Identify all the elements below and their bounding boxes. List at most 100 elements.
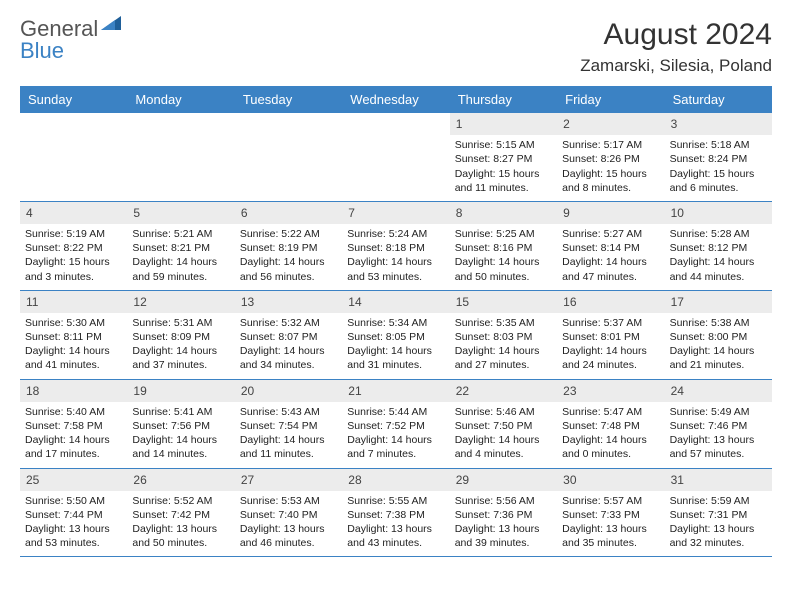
- day-number: 27: [235, 469, 342, 491]
- daylight-text: Daylight: 14 hours and 59 minutes.: [132, 255, 229, 283]
- sunrise-text: Sunrise: 5:37 AM: [562, 316, 659, 330]
- sunset-text: Sunset: 8:26 PM: [562, 152, 659, 166]
- day-cell: 4Sunrise: 5:19 AMSunset: 8:22 PMDaylight…: [20, 202, 127, 290]
- day-number: 29: [450, 469, 557, 491]
- daylight-text: Daylight: 13 hours and 43 minutes.: [347, 522, 444, 550]
- daylight-text: Daylight: 13 hours and 57 minutes.: [670, 433, 767, 461]
- day-cell: 5Sunrise: 5:21 AMSunset: 8:21 PMDaylight…: [127, 202, 234, 290]
- sunrise-text: Sunrise: 5:49 AM: [670, 405, 767, 419]
- day-cell: 23Sunrise: 5:47 AMSunset: 7:48 PMDayligh…: [557, 380, 664, 468]
- day-cell: 19Sunrise: 5:41 AMSunset: 7:56 PMDayligh…: [127, 380, 234, 468]
- day-cell: 11 Sunrise: 5:30 AMSunset: 8:11 PMDayligh…: [20, 291, 127, 379]
- day-number: 9: [557, 202, 664, 224]
- day-number: 23: [557, 380, 664, 402]
- sunset-text: Sunset: 8:27 PM: [455, 152, 552, 166]
- sunrise-text: Sunrise: 5:43 AM: [240, 405, 337, 419]
- week-row: 18Sunrise: 5:40 AMSunset: 7:58 PMDayligh…: [20, 380, 772, 469]
- dayhead-sunday: Sunday: [20, 86, 127, 113]
- day-cell: 6Sunrise: 5:22 AMSunset: 8:19 PMDaylight…: [235, 202, 342, 290]
- sunrise-text: Sunrise: 5:38 AM: [670, 316, 767, 330]
- dayhead-friday: Friday: [557, 86, 664, 113]
- sunrise-text: Sunrise: 5:35 AM: [455, 316, 552, 330]
- daylight-text: Daylight: 13 hours and 50 minutes.: [132, 522, 229, 550]
- day-number: 13: [235, 291, 342, 313]
- day-number: 20: [235, 380, 342, 402]
- day-number: 14: [342, 291, 449, 313]
- sunrise-text: Sunrise: 5:22 AM: [240, 227, 337, 241]
- sunset-text: Sunset: 7:44 PM: [25, 508, 122, 522]
- sunrise-text: Sunrise: 5:30 AM: [25, 316, 122, 330]
- day-number: 8: [450, 202, 557, 224]
- sunset-text: Sunset: 7:40 PM: [240, 508, 337, 522]
- daylight-text: Daylight: 14 hours and 17 minutes.: [25, 433, 122, 461]
- sunrise-text: Sunrise: 5:28 AM: [670, 227, 767, 241]
- sunrise-text: Sunrise: 5:32 AM: [240, 316, 337, 330]
- sunset-text: Sunset: 7:50 PM: [455, 419, 552, 433]
- day-cell: 21Sunrise: 5:44 AMSunset: 7:52 PMDayligh…: [342, 380, 449, 468]
- day-number: 7: [342, 202, 449, 224]
- day-cell: 16 Sunrise: 5:37 AMSunset: 8:01 PMDayligh…: [557, 291, 664, 379]
- sunset-text: Sunset: 7:38 PM: [347, 508, 444, 522]
- brand-text: General Blue: [20, 18, 121, 62]
- daylight-text: Daylight: 14 hours and 7 minutes.: [347, 433, 444, 461]
- daylight-text: Daylight: 13 hours and 32 minutes.: [670, 522, 767, 550]
- logo-triangle-icon: [101, 12, 121, 34]
- sunset-text: Sunset: 8:22 PM: [25, 241, 122, 255]
- daylight-text: Daylight: 14 hours and 53 minutes.: [347, 255, 444, 283]
- day-cell: 27Sunrise: 5:53 AMSunset: 7:40 PMDayligh…: [235, 469, 342, 557]
- day-cell: 13Sunrise: 5:32 AMSunset: 8:07 PMDayligh…: [235, 291, 342, 379]
- day-cell: 17Sunrise: 5:38 AMSunset: 8:00 PMDayligh…: [665, 291, 772, 379]
- brand-part2: Blue: [20, 38, 64, 63]
- day-number: 12: [127, 291, 234, 313]
- location: Zamarski, Silesia, Poland: [580, 56, 772, 76]
- calendar: Sunday Monday Tuesday Wednesday Thursday…: [20, 86, 772, 557]
- day-number: 16: [557, 291, 664, 313]
- day-cell: 22Sunrise: 5:46 AMSunset: 7:50 PMDayligh…: [450, 380, 557, 468]
- sunset-text: Sunset: 8:14 PM: [562, 241, 659, 255]
- day-cell: 1Sunrise: 5:15 AMSunset: 8:27 PMDaylight…: [450, 113, 557, 201]
- day-number: 1: [450, 113, 557, 135]
- day-number: 22: [450, 380, 557, 402]
- day-number: 11: [20, 291, 127, 313]
- day-number: 4: [20, 202, 127, 224]
- day-cell: 25Sunrise: 5:50 AMSunset: 7:44 PMDayligh…: [20, 469, 127, 557]
- day-cell: 8Sunrise: 5:25 AMSunset: 8:16 PMDaylight…: [450, 202, 557, 290]
- brand-logo: General Blue: [20, 18, 121, 62]
- sunset-text: Sunset: 8:11 PM: [25, 330, 122, 344]
- sunrise-text: Sunrise: 5:55 AM: [347, 494, 444, 508]
- day-number: 5: [127, 202, 234, 224]
- sunrise-text: Sunrise: 5:27 AM: [562, 227, 659, 241]
- daylight-text: Daylight: 15 hours and 8 minutes.: [562, 167, 659, 195]
- daylight-text: Daylight: 13 hours and 46 minutes.: [240, 522, 337, 550]
- sunset-text: Sunset: 8:07 PM: [240, 330, 337, 344]
- sunrise-text: Sunrise: 5:52 AM: [132, 494, 229, 508]
- sunrise-text: Sunrise: 5:50 AM: [25, 494, 122, 508]
- day-cell: 2Sunrise: 5:17 AMSunset: 8:26 PMDaylight…: [557, 113, 664, 201]
- sunrise-text: Sunrise: 5:46 AM: [455, 405, 552, 419]
- sunrise-text: Sunrise: 5:21 AM: [132, 227, 229, 241]
- sunrise-text: Sunrise: 5:19 AM: [25, 227, 122, 241]
- day-number: 21: [342, 380, 449, 402]
- daylight-text: Daylight: 14 hours and 27 minutes.: [455, 344, 552, 372]
- daylight-text: Daylight: 14 hours and 37 minutes.: [132, 344, 229, 372]
- title-block: August 2024 Zamarski, Silesia, Poland: [580, 18, 772, 76]
- daylight-text: Daylight: 14 hours and 14 minutes.: [132, 433, 229, 461]
- week-row: 11Sunrise: 5:30 AMSunset: 8:11 PMDayligh…: [20, 291, 772, 380]
- day-cell: .: [20, 113, 127, 201]
- sunset-text: Sunset: 7:56 PM: [132, 419, 229, 433]
- daylight-text: Daylight: 14 hours and 41 minutes.: [25, 344, 122, 372]
- dayhead-thursday: Thursday: [450, 86, 557, 113]
- day-number: 30: [557, 469, 664, 491]
- daylight-text: Daylight: 14 hours and 24 minutes.: [562, 344, 659, 372]
- sunrise-text: Sunrise: 5:59 AM: [670, 494, 767, 508]
- day-number: 3: [665, 113, 772, 135]
- sunset-text: Sunset: 8:18 PM: [347, 241, 444, 255]
- sunset-text: Sunset: 8:00 PM: [670, 330, 767, 344]
- day-cell: 26Sunrise: 5:52 AMSunset: 7:42 PMDayligh…: [127, 469, 234, 557]
- day-cell: 15Sunrise: 5:35 AMSunset: 8:03 PMDayligh…: [450, 291, 557, 379]
- day-cell: 10Sunrise: 5:28 AMSunset: 8:12 PMDayligh…: [665, 202, 772, 290]
- dayhead-tuesday: Tuesday: [235, 86, 342, 113]
- daylight-text: Daylight: 15 hours and 11 minutes.: [455, 167, 552, 195]
- sunset-text: Sunset: 7:46 PM: [670, 419, 767, 433]
- sunset-text: Sunset: 8:01 PM: [562, 330, 659, 344]
